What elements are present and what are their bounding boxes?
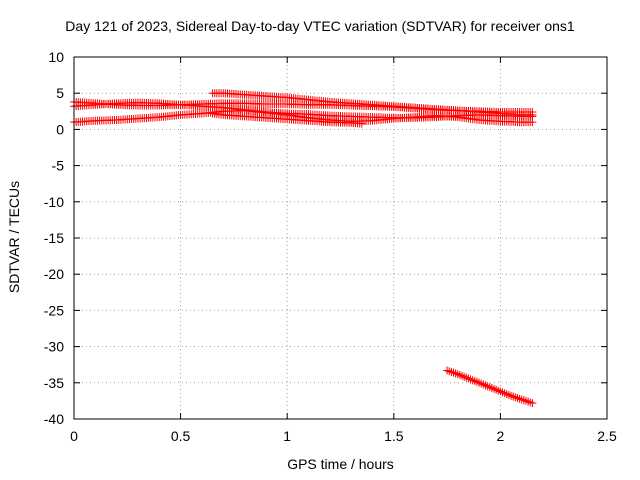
data-point: [513, 394, 522, 403]
data-point: [453, 370, 462, 379]
data-point: [455, 370, 464, 379]
x-tick-label: 1: [283, 428, 291, 444]
data-point: [483, 382, 492, 391]
y-tick-label: 0: [56, 121, 64, 137]
data-point: [492, 385, 501, 394]
data-point: [496, 387, 505, 396]
data-point: [519, 396, 528, 405]
plot-frame: [73, 56, 608, 420]
data-point: [449, 368, 458, 377]
data-point: [357, 119, 366, 128]
data-point: [498, 388, 507, 397]
data-point: [464, 374, 473, 383]
data-point: [490, 384, 499, 393]
data-point: [507, 391, 516, 400]
data-point: [485, 383, 494, 392]
grid: [74, 57, 607, 419]
data-point: [528, 399, 537, 408]
data-point: [447, 367, 456, 376]
data-point: [466, 375, 475, 384]
y-tick-label: -20: [44, 266, 64, 282]
series-track-5: [208, 109, 366, 128]
data-point: [509, 392, 518, 401]
x-tick-label: 0: [70, 428, 78, 444]
y-tick-label: -30: [44, 339, 64, 355]
data-point: [462, 373, 471, 382]
chart-title: Day 121 of 2023, Sidereal Day-to-day VTE…: [65, 18, 575, 34]
x-tick-label: 1.5: [384, 428, 404, 444]
series-track-4: [208, 89, 537, 119]
data-point: [472, 377, 481, 386]
x-tick-label: 2.5: [597, 428, 617, 444]
data-point: [502, 390, 511, 399]
y-tick-label: 10: [48, 49, 64, 65]
data-point: [528, 110, 537, 119]
data-point: [479, 380, 488, 389]
y-tick-label: -40: [44, 411, 64, 427]
data-point: [445, 367, 454, 376]
data-point: [460, 372, 469, 381]
x-tick-label: 2: [497, 428, 505, 444]
data-point: [451, 369, 460, 378]
data-point: [475, 378, 484, 387]
data-point: [458, 371, 467, 380]
data-point: [487, 384, 496, 393]
data-point: [481, 381, 490, 390]
data-point: [517, 395, 526, 404]
x-axis-label: GPS time / hours: [287, 456, 394, 472]
data-point: [511, 393, 520, 402]
y-tick-label: 5: [56, 85, 64, 101]
y-tick-label: -15: [44, 230, 64, 246]
data-point: [468, 376, 477, 385]
data-point: [526, 398, 535, 407]
data-point: [524, 397, 533, 406]
axis-ticks: 10 5 0 -5 -10 -15 -20 -25 -30 -35 -40 0 0.5 1 1.5 2 2.5: [44, 49, 617, 444]
y-tick-label: -35: [44, 375, 64, 391]
data-point: [477, 379, 486, 388]
y-tick-label: -5: [52, 158, 65, 174]
data-point: [504, 390, 513, 399]
data-points: [70, 89, 537, 408]
data-point: [494, 386, 503, 395]
x-tick-label: 0.5: [171, 428, 191, 444]
data-point: [500, 389, 509, 398]
y-tick-label: -10: [44, 194, 64, 210]
data-point: [470, 377, 479, 386]
data-point: [443, 366, 452, 375]
y-tick-label: -25: [44, 302, 64, 318]
series-track-6: [443, 366, 537, 408]
data-point: [521, 396, 530, 405]
data-point: [515, 394, 524, 403]
data-point: [528, 118, 537, 127]
